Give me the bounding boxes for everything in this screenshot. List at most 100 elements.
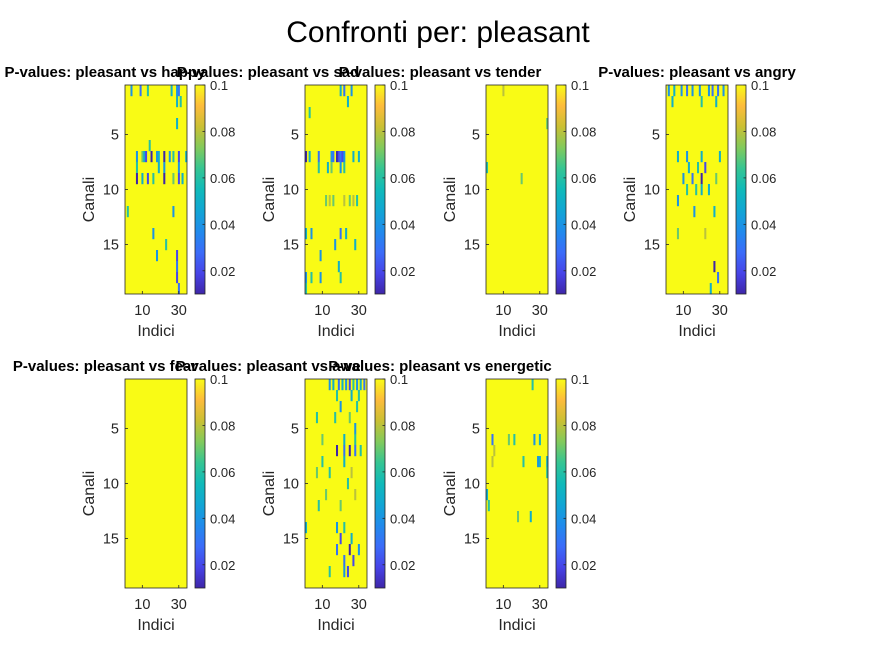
panel-title: P-values: pleasant vs sad xyxy=(177,64,360,81)
heatmap-cell xyxy=(522,456,525,468)
y-tick-label: 5 xyxy=(111,422,119,438)
heatmap-cell xyxy=(352,195,355,207)
heatmap-cell xyxy=(165,239,168,251)
heatmap-cell xyxy=(337,379,340,391)
heatmap-cell xyxy=(343,566,346,578)
heatmap-cell xyxy=(339,533,342,545)
heatmap-cell xyxy=(709,283,712,295)
heatmap-cell xyxy=(339,85,342,97)
heatmap-cell xyxy=(179,96,182,108)
heatmap-cell xyxy=(538,434,541,446)
heatmap-cell xyxy=(704,228,707,240)
colorbar-tick-label: 0.02 xyxy=(210,558,235,573)
colorbar-tick-label: 0.06 xyxy=(390,171,415,186)
heatmap-panel-1: 5 10 15 10 30 Indici Canali P-values: pleasant … xyxy=(5,64,236,340)
heatmap-cell xyxy=(343,195,346,207)
heatmap-cell xyxy=(704,162,707,174)
heatmap-cell xyxy=(350,85,353,97)
heatmap-cell xyxy=(339,500,342,512)
heatmap-cell xyxy=(135,151,138,163)
heatmap-cell xyxy=(667,85,670,97)
heatmap-cell xyxy=(328,379,331,391)
colorbar-frame xyxy=(194,378,206,589)
heatmap-cell xyxy=(343,555,346,567)
x-tick-label: 10 xyxy=(134,303,150,319)
heatmap-cell xyxy=(328,195,331,207)
heatmap-cell xyxy=(693,206,696,218)
heatmap-cell xyxy=(546,467,549,479)
heatmap-cell xyxy=(529,511,532,523)
heatmap-panel-4: 5 10 15 10 30 Indici Canali P-values: pleasant … xyxy=(598,64,796,340)
heatmap-cell xyxy=(348,412,351,424)
heatmap-cell xyxy=(713,261,716,273)
heatmap-cell xyxy=(336,522,339,534)
colorbar-gradient xyxy=(375,85,385,294)
heatmap-cell xyxy=(146,85,149,97)
panel-title: P-values: pleasant vs tender xyxy=(339,64,542,81)
colorbar-tick-label: 0.1 xyxy=(571,372,589,387)
heatmap-cell xyxy=(356,379,359,391)
heatmap-cell xyxy=(135,162,138,174)
heatmap-cell xyxy=(328,566,331,578)
colorbar-tick-label: 0.02 xyxy=(390,558,415,573)
heatmap-cell xyxy=(676,151,679,163)
heatmap-cell xyxy=(339,162,342,174)
colorbar-tick-label: 0.08 xyxy=(571,418,596,433)
x-axis-label: Indici xyxy=(137,617,174,634)
heatmap-cell xyxy=(682,173,685,185)
heatmap-cell xyxy=(305,283,308,295)
heatmap-cell xyxy=(698,85,701,97)
heatmap-cell xyxy=(310,272,313,284)
heatmap-cell xyxy=(305,522,308,534)
colorbar-tick-label: 0.1 xyxy=(571,78,589,93)
heatmap-cell xyxy=(686,184,689,196)
heatmap-cell xyxy=(676,195,679,207)
heatmap-cell xyxy=(533,434,536,446)
heatmap-cell xyxy=(352,151,355,163)
y-tick-label: 10 xyxy=(103,183,119,199)
x-tick-label: 30 xyxy=(351,597,367,613)
heatmap-cell xyxy=(325,195,328,207)
y-axis-label: Canali xyxy=(261,471,278,516)
heatmap-cell xyxy=(691,85,694,97)
subplot-grid: 5 10 15 10 30 Indici Canali P-values: pleasant … xyxy=(5,64,797,634)
colorbar-tick-label: 0.06 xyxy=(751,171,776,186)
heatmap-cell xyxy=(126,206,129,218)
colorbar-tick-label: 0.1 xyxy=(210,78,228,93)
figure-title: Confronti per: pleasant xyxy=(286,16,590,49)
x-tick-label: 10 xyxy=(314,303,330,319)
heatmap-cell xyxy=(487,500,490,512)
colorbar-tick-label: 0.06 xyxy=(571,465,596,480)
heatmap-cell xyxy=(671,96,674,108)
colorbar-tick-label: 0.06 xyxy=(571,171,596,186)
y-axis-label: Canali xyxy=(442,471,459,516)
heatmap-cell xyxy=(356,401,359,413)
heatmap-cell xyxy=(343,151,346,163)
heatmap-cell xyxy=(359,379,362,391)
heatmap-cell xyxy=(321,434,324,446)
heatmap-cell xyxy=(332,379,335,391)
heatmap-cell xyxy=(305,151,308,163)
y-tick-label: 10 xyxy=(464,183,480,199)
heatmap-cell xyxy=(513,434,516,446)
heatmap-cell xyxy=(141,151,144,163)
colorbar-tick-label: 0.04 xyxy=(390,217,415,232)
colorbar: 0.02 0.04 0.06 0.08 0.1 xyxy=(735,78,776,295)
panel-title: P-values: pleasant vs awe xyxy=(175,358,360,375)
x-axis-label: Indici xyxy=(498,323,535,340)
heatmap-cell xyxy=(346,96,349,108)
heatmap-cell xyxy=(359,445,362,457)
y-axis-label: Canali xyxy=(622,177,639,222)
heatmap-cell xyxy=(152,173,155,185)
heatmap-cell xyxy=(700,173,703,185)
heatmap-cell xyxy=(700,151,703,163)
heatmap-cell xyxy=(348,379,351,391)
heatmap-cell xyxy=(177,151,180,163)
colorbar-tick-label: 0.1 xyxy=(390,78,408,93)
y-tick-label: 5 xyxy=(111,128,119,144)
heatmap-cell xyxy=(336,390,339,402)
heatmap-cell xyxy=(350,390,353,402)
heatmap-cell xyxy=(343,522,346,534)
heatmap-cell xyxy=(157,151,160,163)
heatmap-cell xyxy=(334,239,337,251)
